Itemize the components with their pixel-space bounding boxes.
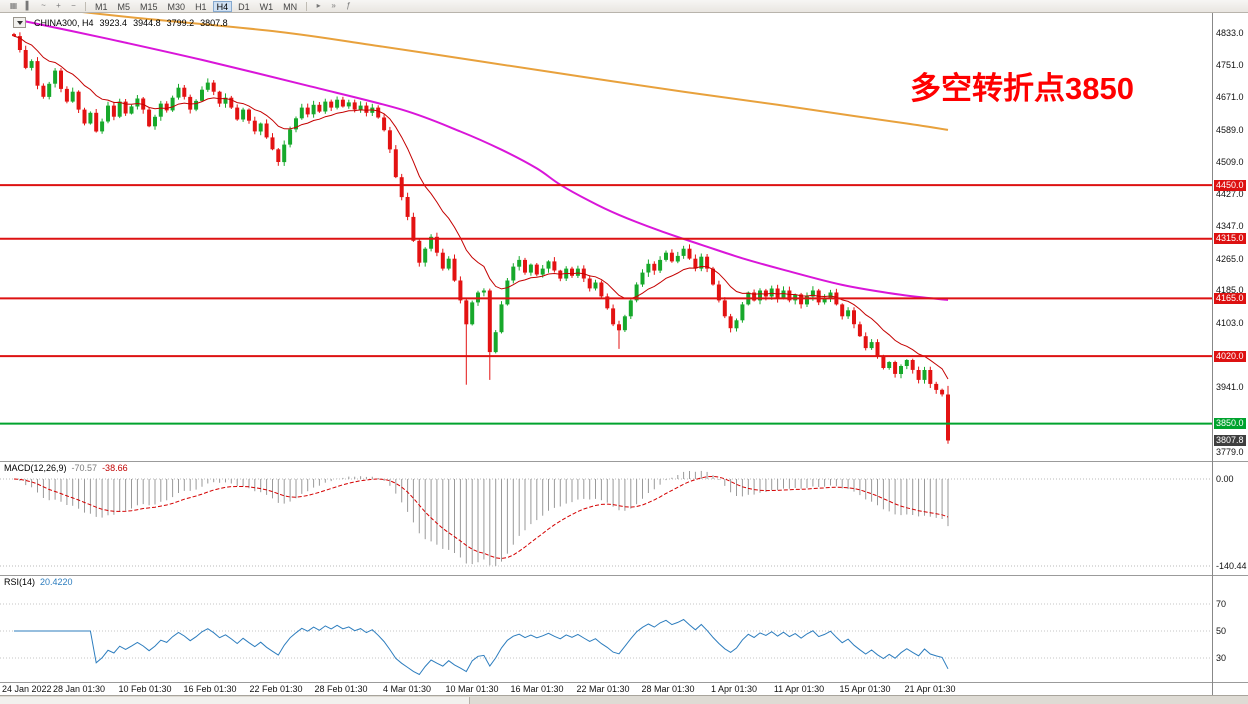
date-label: 28 Mar 01:30 — [641, 684, 695, 694]
timeframe-toolbar: M1 M5 M15 M30 H1 H4 D1 W1 MN — [90, 0, 302, 12]
ma-long-orange — [81, 13, 949, 131]
price-tick: 3941.0 — [1216, 382, 1244, 392]
scrollbar-track[interactable] — [0, 697, 470, 704]
top-toolbar: ▦ ▌ ~ + − M1 M5 M15 M30 H1 H4 D1 W1 MN ▸ » ƒ — [0, 0, 1248, 13]
macd-signal-line — [13, 475, 949, 560]
panel-separator[interactable] — [0, 575, 1248, 576]
date-label: 10 Feb 01:30 — [118, 684, 172, 694]
toolbar-separator — [306, 1, 308, 11]
date-label: 10 Mar 01:30 — [445, 684, 499, 694]
macd-axis-label: 0.00 — [1216, 474, 1234, 484]
candlestick-plot[interactable] — [0, 13, 1212, 461]
low-value: 3799.2 — [166, 17, 195, 28]
chart-shift-icon[interactable]: » — [331, 0, 336, 10]
date-label: 22 Feb 01:30 — [249, 684, 303, 694]
date-label: 24 Jan 2022 — [2, 684, 52, 694]
timeframe-button-h4[interactable]: H4 — [212, 0, 233, 12]
timeframe-button-mn[interactable]: MN — [283, 1, 298, 12]
rsi-level-label: 50 — [1216, 626, 1227, 636]
rsi-value: 20.4220 — [40, 577, 73, 587]
high-value: 3944.8 — [133, 17, 161, 28]
auto-scroll-icon[interactable]: ▸ — [316, 0, 321, 10]
date-label: 28 Feb 01:30 — [314, 684, 368, 694]
price-line-badge: 4450.0 — [1214, 180, 1246, 191]
indicators-icon[interactable]: ƒ — [346, 0, 351, 10]
zoom-out-icon[interactable]: − — [71, 0, 76, 10]
chart-tools-group: ▦ ▌ ~ + − — [6, 1, 81, 12]
macd-plot — [0, 470, 1212, 567]
chevron-down-icon — [16, 20, 23, 25]
rsi-axis: 70 50 30 — [1213, 575, 1248, 682]
macd-axis: 0.00 -140.44 — [1213, 461, 1248, 575]
rsi-label: RSI(14) 20.4220 — [4, 577, 73, 587]
symbol-dropdown-button[interactable] — [13, 17, 26, 28]
date-label: 16 Mar 01:30 — [510, 684, 564, 694]
date-label: 16 Feb 01:30 — [183, 684, 237, 694]
price-tick: 4347.0 — [1216, 221, 1244, 231]
timeframe-button-h1[interactable]: H1 — [195, 1, 207, 12]
status-strip — [0, 695, 1248, 704]
macd-main-value: -70.57 — [71, 463, 98, 473]
price-tick: 4751.0 — [1216, 60, 1244, 70]
price-tick: 4833.0 — [1216, 28, 1244, 38]
timeframe-button-m15[interactable]: M15 — [140, 1, 158, 12]
rsi-indicator-panel[interactable]: RSI(14) 20.4220 — [0, 575, 1248, 682]
symbol-ohlc-header: CHINA300, H4 3923.4 3944.8 3799.2 3807.8 — [13, 16, 228, 29]
open-value: 3923.4 — [99, 17, 128, 28]
ma-fast-red — [13, 35, 949, 380]
date-label: 15 Apr 01:30 — [839, 684, 891, 694]
price-tick: 4509.0 — [1216, 157, 1244, 167]
chart-options-group: ▸ » ƒ — [311, 1, 356, 12]
price-line-badge: 3850.0 — [1214, 418, 1246, 429]
date-label: 22 Mar 01:30 — [576, 684, 630, 694]
price-chart-panel[interactable]: CHINA300, H4 3923.4 3944.8 3799.2 3807.8… — [0, 13, 1248, 461]
bar-chart-icon[interactable]: ▦ — [9, 0, 18, 10]
rsi-title: RSI(14) — [4, 577, 36, 587]
toolbar-separator — [85, 1, 86, 11]
timeframe-button-m30[interactable]: M30 — [167, 1, 186, 12]
date-label: 4 Mar 01:30 — [382, 684, 432, 694]
timeframe-button-w1[interactable]: W1 — [259, 1, 274, 12]
macd-axis-label: -140.44 — [1216, 561, 1247, 571]
price-line-badge: 4315.0 — [1214, 233, 1246, 244]
macd-histogram — [19, 470, 949, 566]
annotation-text: 多空转折点3850 — [910, 71, 1134, 106]
price-tick: 4185.0 — [1216, 285, 1244, 295]
macd-label: MACD(12,26,9) -70.57 -38.66 — [4, 463, 128, 473]
panel-separator[interactable] — [0, 461, 1248, 462]
price-tick: 4103.0 — [1216, 318, 1244, 328]
date-label: 11 Apr 01:30 — [773, 684, 825, 694]
price-tick: 3779.0 — [1216, 447, 1244, 457]
macd-title: MACD(12,26,9) — [4, 463, 67, 473]
date-label: 21 Apr 01:30 — [904, 684, 956, 694]
last-price-badge: 3807.8 — [1214, 435, 1246, 446]
price-axis[interactable]: 4833.0 4751.0 4671.0 4589.0 4509.0 4427.0 4347… — [1213, 13, 1248, 461]
close-value: 3807.8 — [200, 17, 228, 28]
macd-indicator-panel[interactable]: MACD(12,26,9) -70.57 -38.66 — [0, 461, 1248, 575]
rsi-level-label: 70 — [1216, 599, 1227, 609]
symbol-label: CHINA300, H4 — [34, 17, 94, 28]
price-tick: 4671.0 — [1216, 92, 1244, 102]
price-line-badge: 4165.0 — [1214, 293, 1246, 304]
line-chart-icon[interactable]: ~ — [41, 0, 46, 10]
zoom-in-icon[interactable]: + — [56, 0, 61, 10]
timeframe-button-m1[interactable]: M1 — [95, 1, 108, 12]
date-label: 28 Jan 01:30 — [52, 684, 106, 694]
rsi-plot — [0, 603, 1212, 676]
price-line-badge: 4020.0 — [1214, 351, 1246, 362]
time-axis[interactable]: 24 Jan 2022 28 Jan 01:30 10 Feb 01:30 16 Fe… — [0, 682, 1212, 695]
timeframe-button-d1[interactable]: D1 — [238, 1, 250, 12]
candlestick-chart-icon[interactable]: ▌ — [25, 0, 32, 10]
rsi-line — [14, 618, 949, 676]
date-label: 1 Apr 01:30 — [710, 684, 758, 694]
timeframe-button-m5[interactable]: M5 — [117, 1, 131, 12]
macd-signal-value: -38.66 — [102, 463, 128, 473]
price-tick: 4265.0 — [1216, 254, 1244, 264]
price-tick: 4589.0 — [1216, 125, 1244, 135]
price-tick: 4427.0 — [1216, 189, 1244, 199]
price-axis-separator — [1212, 13, 1213, 695]
rsi-level-label: 30 — [1216, 653, 1227, 663]
panel-separator — [0, 682, 1248, 683]
